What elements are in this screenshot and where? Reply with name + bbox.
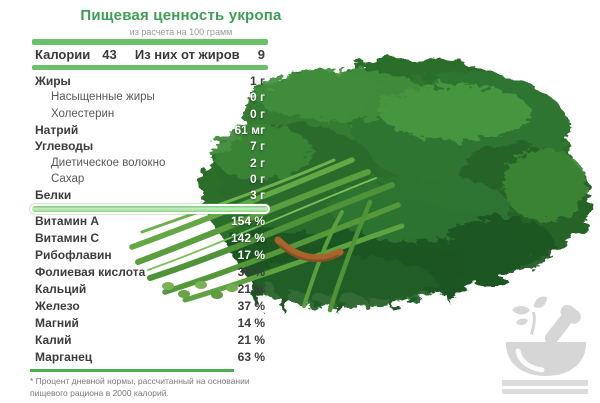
dv-value: 154 % — [230, 213, 265, 228]
calories-row: Калории 43 Из них от жиров 9 — [35, 46, 265, 63]
dv-row-manganese: Марганец 63 % — [35, 349, 265, 366]
nutrient-row-saturated-fat: Насыщенные жиры 0 г — [35, 89, 265, 105]
nutrient-value: 61 мг — [234, 123, 265, 138]
dv-row-potassium: Калий 21 % — [35, 332, 265, 349]
dv-value: 38 % — [237, 264, 265, 279]
dv-value: 63 % — [237, 350, 265, 365]
nutrient-label: Диетическое волокно — [51, 156, 166, 169]
dv-value: 142 % — [230, 230, 265, 245]
stem-ends — [162, 281, 238, 299]
dv-row-folate: Фолиевая кислота 38 % — [35, 263, 265, 280]
dv-row-calcium: Кальций 21 % — [35, 280, 265, 297]
dv-value: 17 % — [237, 247, 265, 262]
daily-value-footnote: * Процент дневной нормы, рассчитанный на… — [30, 376, 250, 398]
section-divider-gradient-bar — [30, 204, 270, 214]
divider-bar-top — [32, 39, 268, 45]
nutrient-label: Натрий — [35, 123, 79, 138]
nutrient-value: 0 г — [249, 106, 265, 121]
nutrient-row-cholesterol: Холестерин 0 г — [35, 106, 265, 122]
dv-label: Фолиевая кислота — [35, 264, 146, 279]
dv-label: Витамин А — [35, 213, 100, 228]
calories-value: 43 — [102, 47, 117, 62]
nutrient-label: Углеводы — [35, 139, 94, 154]
serving-note: из расчета на 100 грамм — [129, 27, 233, 37]
nutrient-label: Белки — [35, 188, 72, 203]
dv-row-vitamin-c: Витамин С 142 % — [35, 229, 265, 246]
dv-value: 37 % — [237, 299, 265, 314]
page-title: Пищевая ценность укропа — [80, 7, 282, 24]
dv-row-iron: Железо 37 % — [35, 297, 265, 314]
dv-value: 21 % — [237, 333, 265, 348]
calories-from-fat-label: Из них от жиров — [134, 47, 240, 62]
nutrient-row-sodium: Натрий 61 мг — [35, 122, 265, 138]
nutrient-label: Холестерин — [51, 107, 115, 120]
nutrient-row-fat: Жиры 1 г — [35, 73, 265, 89]
nutrient-label: Сахар — [51, 172, 85, 185]
nutrient-value: 0 г — [249, 171, 265, 186]
nutrient-label: Жиры — [35, 74, 71, 89]
calories-label: Калории — [35, 47, 91, 62]
nutrient-table: Жиры 1 г Насыщенные жиры 0 г Холестерин … — [35, 73, 265, 203]
mortar-and-pestle-watermark — [502, 296, 588, 394]
dv-label: Калий — [35, 333, 72, 348]
dv-label: Марганец — [35, 350, 93, 365]
nutrient-row-carbs: Углеводы 7 г — [35, 138, 265, 154]
nutrient-value: 2 г — [249, 155, 265, 170]
dv-value: 14 % — [237, 316, 265, 331]
dv-label: Кальций — [35, 281, 87, 296]
daily-value-table: Витамин А 154 % Витамин С 142 % Рибофлав… — [35, 212, 265, 366]
bunch-tie — [274, 236, 344, 262]
nutrient-row-protein: Белки 3 г — [35, 187, 265, 203]
dv-label: Витамин С — [35, 230, 100, 245]
nutrient-row-sugar: Сахар 0 г — [35, 171, 265, 187]
nutrient-value: 3 г — [249, 188, 265, 203]
dv-row-magnesium: Магний 14 % — [35, 315, 265, 332]
nutrient-value: 0 г — [249, 90, 265, 105]
divider-bar-mid — [32, 65, 268, 70]
dv-label: Железо — [35, 299, 80, 314]
nutrient-value: 1 г — [249, 74, 265, 89]
calories-from-fat-value: 9 — [257, 47, 265, 62]
dv-value: 21 % — [237, 281, 265, 296]
dv-row-vitamin-a: Витамин А 154 % — [35, 212, 265, 229]
dv-label: Магний — [35, 316, 79, 331]
nutrient-row-fiber: Диетическое волокно 2 г — [35, 154, 265, 170]
divider-bar-bottom — [30, 369, 234, 372]
nutrient-value: 7 г — [249, 139, 265, 154]
dv-label: Рибофлавин — [35, 247, 112, 262]
dv-row-riboflavin: Рибофлавин 17 % — [35, 246, 265, 263]
nutrient-label: Насыщенные жиры — [51, 91, 155, 104]
